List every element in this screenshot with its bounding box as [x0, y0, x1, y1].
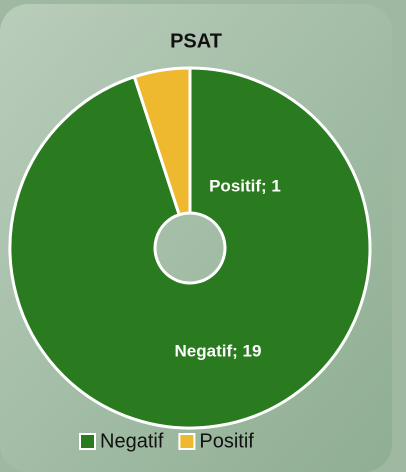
data-label: Negatif; 19	[175, 341, 262, 360]
data-label: Positif; 1	[209, 176, 281, 195]
legend-swatch	[80, 434, 95, 449]
page: PSAT Negatif; 19 Positif; 1 Negatif Positi…	[0, 0, 406, 472]
chart-title: PSAT	[170, 30, 222, 52]
legend-swatch	[179, 434, 194, 449]
legend-label: Negatif	[100, 430, 164, 452]
legend-label: Positif	[199, 430, 254, 452]
